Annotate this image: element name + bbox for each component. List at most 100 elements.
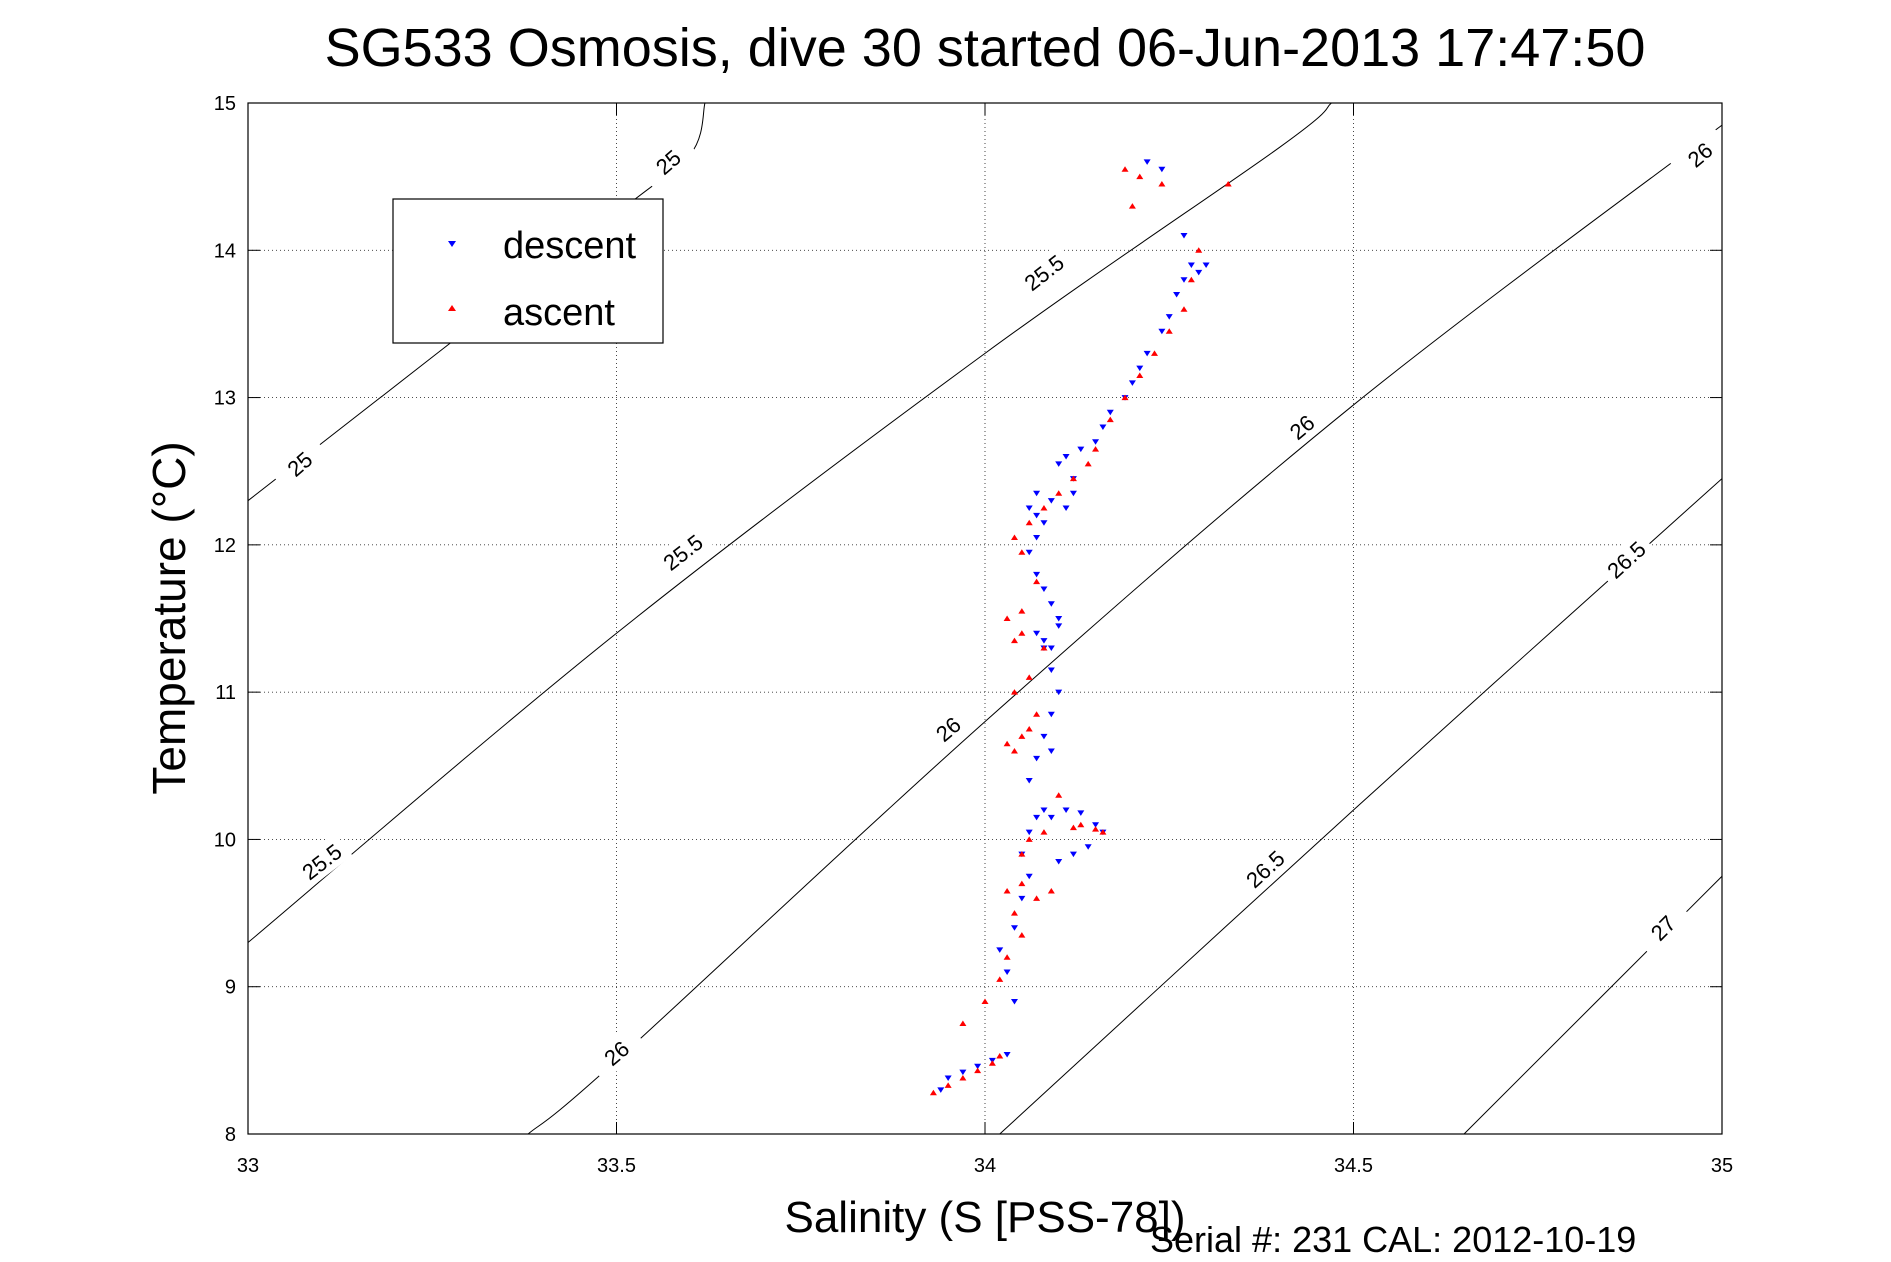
descent-point: [1062, 807, 1070, 813]
x-tick-label: 33.5: [597, 1155, 636, 1177]
contour-label-gap: [1669, 125, 1731, 184]
contour-label-gap: [269, 434, 330, 493]
contour-label-gap: [1013, 244, 1075, 301]
ascent-point: [981, 998, 989, 1004]
ascent-point: [1224, 181, 1232, 187]
contour-label-gap: [652, 524, 714, 581]
descent-point: [1099, 424, 1107, 431]
ascent-point: [929, 1089, 937, 1096]
descent-point: [937, 1087, 945, 1093]
descent-point: [1047, 814, 1055, 821]
ascent-point: [1047, 887, 1055, 894]
legend-descent-marker: [448, 241, 456, 247]
contour-label-gap: [586, 1024, 647, 1082]
descent-point: [996, 947, 1004, 953]
x-tick-label: 35: [1711, 1155, 1733, 1177]
ascent-point: [988, 1060, 996, 1066]
ascent-point: [1010, 748, 1018, 754]
x-tick-label: 34.5: [1334, 1155, 1373, 1177]
descent-point: [1195, 269, 1203, 276]
ascent-point: [1010, 910, 1018, 916]
descent-point: [974, 1063, 982, 1070]
ascent-point: [1121, 394, 1129, 401]
ascent-point: [1033, 895, 1041, 901]
y-tick-label: 12: [214, 535, 236, 557]
ascent-point: [1136, 372, 1144, 378]
descent-point: [1003, 1051, 1011, 1058]
ascent-point: [1018, 851, 1026, 857]
descent-point: [1055, 616, 1063, 622]
contour-label-gap: [637, 132, 699, 191]
descent-point: [1025, 829, 1033, 836]
ascent-point: [1121, 166, 1129, 172]
ascent-point: [974, 1067, 982, 1074]
ascent-point: [959, 1075, 967, 1081]
isopycnal-line: [1463, 875, 1722, 1134]
descent-point: [1136, 365, 1144, 372]
ascent-point: [996, 976, 1004, 982]
descent-point: [1092, 822, 1100, 828]
descent-point: [1040, 586, 1048, 593]
y-tick-label: 8: [225, 1124, 236, 1146]
ascent-point: [1106, 416, 1114, 423]
ascent-point: [1092, 446, 1100, 452]
contour-label-gap: [1234, 839, 1296, 899]
descent-point: [1143, 159, 1151, 165]
descent-point: [1018, 895, 1026, 902]
descent-point: [1033, 534, 1041, 541]
descent-point: [1003, 969, 1011, 975]
descent-point: [1010, 925, 1018, 931]
contour-label-gap: [1633, 898, 1693, 958]
ascent-point: [1018, 880, 1026, 887]
y-tick-label: 10: [214, 829, 236, 851]
y-tick-label: 15: [214, 93, 236, 115]
ascent-point: [1055, 490, 1063, 496]
descent-point: [1180, 277, 1188, 283]
contour-label-gap: [1271, 398, 1333, 456]
ascent-point: [1003, 740, 1011, 747]
ascent-point: [1025, 674, 1033, 680]
descent-point: [959, 1069, 967, 1076]
descent-point: [1040, 638, 1048, 644]
ascent-point: [1099, 829, 1107, 835]
y-tick-label: 13: [214, 388, 236, 410]
descent-point: [1062, 453, 1070, 460]
y-tick-label: 14: [214, 240, 236, 262]
ascent-point: [1136, 173, 1144, 180]
descent-point: [1092, 439, 1100, 445]
ascent-point: [1092, 826, 1100, 832]
legend: descent ascent: [392, 198, 664, 344]
descent-point: [1010, 998, 1018, 1005]
descent-point: [1069, 490, 1077, 497]
legend-box: [392, 198, 664, 344]
descent-point: [1143, 350, 1151, 357]
ascent-point: [1018, 549, 1026, 555]
descent-point: [1055, 623, 1063, 629]
descent-point: [1033, 814, 1041, 821]
legend-descent-label: descent: [503, 225, 637, 267]
ascent-point: [1165, 328, 1173, 334]
ascent-point: [1040, 829, 1048, 835]
descent-point: [1055, 859, 1063, 865]
y-tick-label: 11: [215, 682, 236, 704]
ascent-point: [1180, 306, 1188, 312]
descent-point: [1033, 490, 1041, 497]
ascent-point: [1033, 711, 1041, 717]
ascent-point: [1187, 276, 1195, 283]
descent-point: [1202, 262, 1210, 269]
descent-point: [1033, 571, 1041, 578]
descent-point: [1187, 262, 1195, 269]
ascent-point: [1069, 475, 1077, 482]
ascent-point: [944, 1082, 952, 1088]
ascent-point: [1195, 247, 1203, 253]
descent-point: [1128, 380, 1136, 386]
ascent-point: [1010, 637, 1018, 644]
ascent-point: [1025, 836, 1033, 842]
data-points: [929, 159, 1232, 1096]
ascent-point: [1010, 689, 1018, 695]
ascent-point: [1151, 350, 1159, 356]
chart-title: SG533 Osmosis, dive 30 started 06-Jun-20…: [325, 18, 1646, 78]
ascent-point: [1003, 954, 1011, 960]
descent-point: [1077, 810, 1085, 816]
